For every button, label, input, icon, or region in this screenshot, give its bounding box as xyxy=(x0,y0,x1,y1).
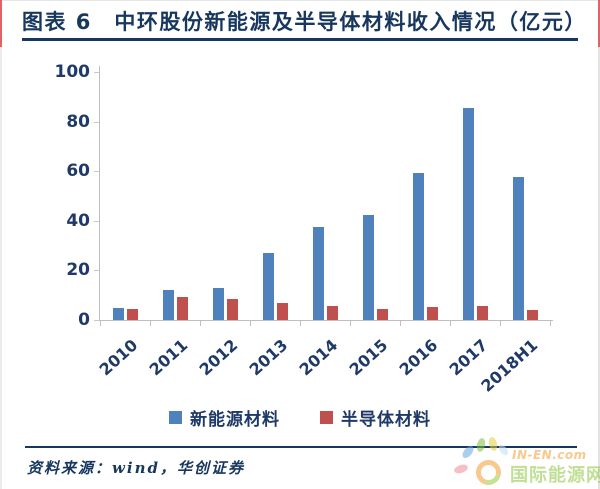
legend-item: 新能源材料 xyxy=(169,405,280,430)
x-axis-tick xyxy=(350,321,351,326)
y-axis-tick xyxy=(94,320,99,321)
y-axis-tick-label: 80 xyxy=(66,111,90,132)
legend-swatch-icon xyxy=(320,410,333,424)
new-energy-bar-2018H1 xyxy=(513,177,524,320)
semiconductor-bar-2013 xyxy=(277,303,288,320)
x-axis-tick xyxy=(250,321,251,326)
left-gray-border xyxy=(0,47,2,489)
semiconductor-bar-2014 xyxy=(327,306,338,320)
legend-item: 半导体材料 xyxy=(320,405,431,430)
new-energy-bar-2010 xyxy=(113,308,124,320)
y-axis-tick-label: 20 xyxy=(66,260,90,281)
source-note: 资料来源：wind，华创证券 xyxy=(27,459,246,477)
x-axis-tick xyxy=(100,321,101,326)
semiconductor-bar-2017 xyxy=(477,306,488,320)
semiconductor-bar-2012 xyxy=(227,299,238,320)
y-axis-tick xyxy=(94,171,99,173)
top-border-line xyxy=(0,0,600,1)
y-axis-tick-label: 0 xyxy=(78,310,90,330)
x-axis xyxy=(95,320,553,321)
bar-chart xyxy=(94,66,553,326)
new-energy-bar-2015 xyxy=(363,215,374,320)
chart-legend: 新能源材料 半导体材料 xyxy=(0,404,600,430)
semiconductor-bar-2015 xyxy=(377,309,388,320)
watermark-brand: IN-EN.com xyxy=(512,448,587,462)
x-axis-tick xyxy=(150,321,151,326)
x-axis-tick xyxy=(300,321,301,326)
y-axis-tick xyxy=(94,270,99,272)
footer-divider-line xyxy=(25,446,577,448)
y-axis-tick xyxy=(94,220,99,222)
petal-icon xyxy=(460,444,476,460)
x-axis-tick xyxy=(550,321,551,326)
legend-label: 新能源材料 xyxy=(190,409,280,430)
x-axis-tick xyxy=(400,321,401,326)
y-axis xyxy=(99,66,100,321)
new-energy-bar-2017 xyxy=(463,108,474,320)
petal-icon xyxy=(497,443,510,457)
petal-icon xyxy=(475,437,487,453)
legend-label: 半导体材料 xyxy=(341,409,431,430)
y-axis-tick-label: 60 xyxy=(66,161,90,182)
y-axis-tick xyxy=(94,72,99,73)
semiconductor-bar-2011 xyxy=(177,297,188,320)
right-gray-border xyxy=(598,47,600,489)
watermark-logo: IN-EN.com 国际能源网 xyxy=(453,436,600,489)
watermark-name: 国际能源网 xyxy=(510,465,600,486)
new-energy-bar-2013 xyxy=(263,253,274,320)
left-red-border xyxy=(0,0,2,47)
new-energy-bar-2011 xyxy=(163,290,174,320)
legend-swatch-icon xyxy=(169,410,182,424)
new-energy-bar-2016 xyxy=(413,173,424,320)
x-axis-tick xyxy=(450,321,451,326)
semiconductor-bar-2010 xyxy=(127,309,138,320)
title-underline xyxy=(22,38,578,41)
new-energy-bar-2014 xyxy=(313,227,324,320)
new-energy-bar-2012 xyxy=(213,288,224,320)
figure-title: 图表 6 中环股份新能源及半导体材料收入情况（亿元） xyxy=(22,10,587,34)
x-axis-tick xyxy=(500,321,501,326)
x-axis-tick xyxy=(200,321,201,326)
y-axis-tick-label: 100 xyxy=(54,62,91,82)
y-axis-tick-label: 40 xyxy=(66,210,90,231)
petal-icon xyxy=(453,463,469,475)
y-axis-tick xyxy=(94,121,99,123)
ring-icon xyxy=(471,455,506,489)
semiconductor-bar-2018H1 xyxy=(527,310,538,320)
semiconductor-bar-2016 xyxy=(427,307,438,320)
petal-icon xyxy=(487,436,499,452)
right-red-border xyxy=(598,0,600,47)
